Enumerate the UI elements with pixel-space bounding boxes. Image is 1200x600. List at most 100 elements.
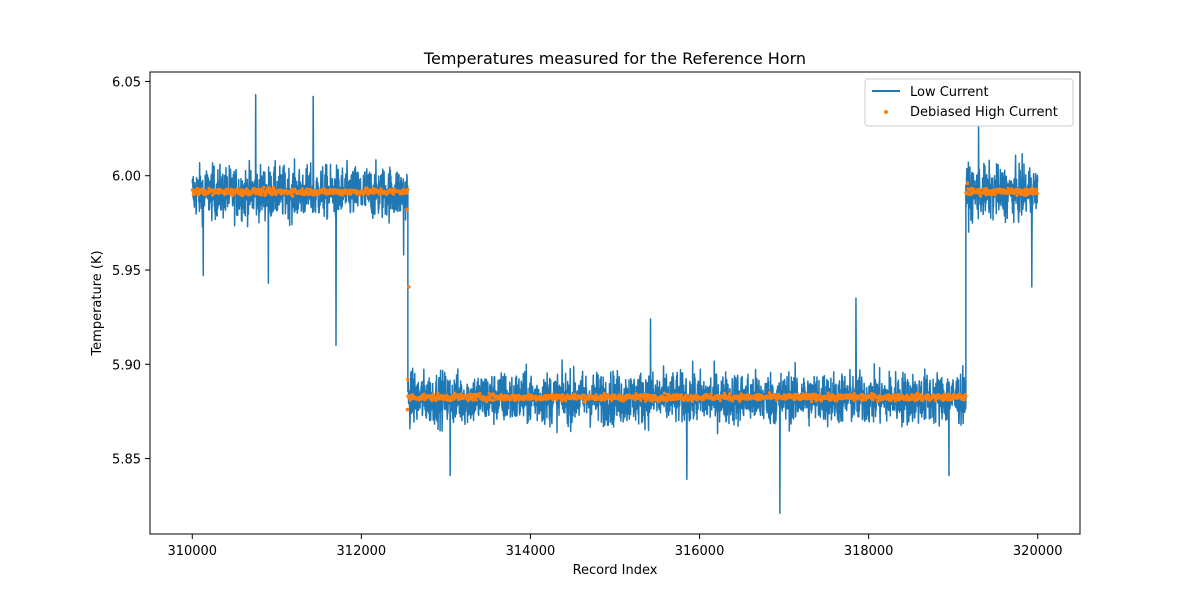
series-layer xyxy=(190,93,1039,515)
high-current-point xyxy=(1035,187,1039,192)
high-current-point xyxy=(210,193,215,197)
high-current-point xyxy=(605,396,609,401)
high-current-point xyxy=(410,393,415,397)
high-current-point xyxy=(267,185,271,190)
high-current-outlier-point xyxy=(406,377,410,382)
high-current-point xyxy=(226,187,230,191)
high-current-point xyxy=(644,397,648,402)
y-tick-label: 5.90 xyxy=(112,358,141,373)
high-current-point xyxy=(921,398,925,402)
high-current-point xyxy=(259,193,263,197)
high-current-point xyxy=(892,392,896,396)
x-tick-label: 312000 xyxy=(337,544,387,559)
high-current-outlier-point xyxy=(965,181,970,186)
series-debiased-high-current xyxy=(190,181,1039,412)
x-axis-label: Record Index xyxy=(573,563,658,578)
high-current-point xyxy=(690,399,695,403)
high-current-point xyxy=(274,193,278,197)
high-current-point xyxy=(978,194,983,198)
high-current-point xyxy=(252,187,256,191)
high-current-point xyxy=(264,192,268,196)
plot-area xyxy=(190,93,1039,515)
high-current-point xyxy=(810,400,814,404)
high-current-point xyxy=(926,393,930,397)
high-current-point xyxy=(1006,186,1010,190)
x-tick-label: 314000 xyxy=(506,544,556,559)
series-low-current-line xyxy=(191,93,1039,515)
high-current-point xyxy=(465,393,469,397)
legend: Low Current Debiased High Current xyxy=(864,78,1074,127)
high-current-point xyxy=(826,391,830,395)
high-current-point xyxy=(835,398,839,403)
high-current-outlier-point xyxy=(405,407,410,412)
high-current-point xyxy=(982,187,986,191)
y-tick-label: 6.05 xyxy=(112,75,141,90)
high-current-point xyxy=(909,397,913,401)
high-current-point xyxy=(430,399,434,403)
high-current-point xyxy=(451,394,455,398)
high-current-point xyxy=(1015,193,1019,198)
high-current-point xyxy=(1018,188,1022,192)
high-current-point xyxy=(777,392,781,396)
y-tick-label: 5.95 xyxy=(112,264,141,279)
y-axis: 5.85 5.90 5.95 6.00 6.05 xyxy=(112,75,150,468)
high-current-point xyxy=(964,395,968,399)
y-tick-label: 5.85 xyxy=(112,453,141,468)
high-current-point xyxy=(474,398,478,402)
high-current-point xyxy=(1035,191,1039,196)
high-current-point xyxy=(852,398,856,402)
high-current-point xyxy=(487,391,491,396)
high-current-point xyxy=(452,391,457,395)
high-current-point xyxy=(392,192,396,196)
chart-title: Temperatures measured for the Reference … xyxy=(423,49,806,68)
legend-low-current-label: Low Current xyxy=(910,85,989,100)
high-current-point xyxy=(555,393,559,397)
high-current-point xyxy=(738,399,742,403)
high-current-point xyxy=(401,187,405,192)
high-current-point xyxy=(993,193,997,197)
plot-frame xyxy=(149,71,1081,535)
high-current-point xyxy=(896,392,901,397)
high-current-point xyxy=(633,398,637,402)
legend-debiased-high-current-label: Debiased High Current xyxy=(910,105,1058,120)
high-current-point xyxy=(502,398,506,402)
high-current-point xyxy=(972,187,976,191)
high-current-point xyxy=(977,187,982,192)
high-current-point xyxy=(639,398,643,402)
high-current-outlier-point xyxy=(406,285,411,289)
x-tick-label: 320000 xyxy=(1013,544,1063,559)
high-current-point xyxy=(245,187,249,191)
high-current-point xyxy=(262,185,266,189)
high-current-point xyxy=(348,192,353,196)
x-tick-label: 316000 xyxy=(675,544,725,559)
high-current-point xyxy=(962,398,966,402)
high-current-point xyxy=(300,187,304,191)
high-current-point xyxy=(422,392,426,396)
x-tick-label: 318000 xyxy=(844,544,894,559)
high-current-point xyxy=(365,186,369,190)
high-current-point xyxy=(667,393,671,397)
high-current-point xyxy=(406,187,410,192)
high-current-point xyxy=(730,399,735,403)
high-current-point xyxy=(478,391,482,396)
y-tick-label: 6.00 xyxy=(112,170,141,185)
high-current-point xyxy=(819,399,823,403)
high-current-outlier-point xyxy=(405,207,409,212)
high-current-point xyxy=(727,392,732,396)
x-axis: 310000 312000 314000 316000 318000 320000 xyxy=(167,534,1063,559)
high-current-point xyxy=(942,392,947,396)
high-current-point xyxy=(709,392,713,396)
high-current-point xyxy=(305,187,309,191)
high-current-point xyxy=(517,398,521,402)
high-current-point xyxy=(445,393,449,397)
legend-box xyxy=(864,78,1074,127)
high-current-point xyxy=(405,191,409,195)
high-current-point xyxy=(829,398,833,402)
high-current-point xyxy=(594,393,598,397)
high-current-point xyxy=(434,399,438,403)
high-current-point xyxy=(741,393,745,398)
high-current-point xyxy=(871,398,875,402)
y-axis-label: Temperature (K) xyxy=(90,250,105,356)
high-current-point xyxy=(916,393,920,397)
